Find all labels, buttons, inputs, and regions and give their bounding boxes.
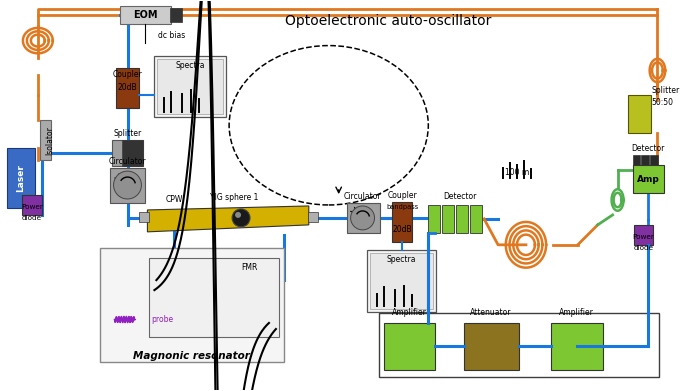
Text: dc bias: dc bias [158, 31, 186, 40]
Circle shape [232, 209, 250, 227]
Text: Splitter: Splitter [114, 129, 142, 138]
Text: Power: Power [21, 204, 43, 210]
Text: probe: probe [151, 315, 173, 324]
Bar [369, 253, 434, 308]
Bar [171, 8, 182, 22]
Bar [112, 140, 143, 166]
Bar [22, 195, 42, 215]
Text: YIG sphere 1: YIG sphere 1 [210, 194, 258, 203]
Bar [347, 203, 379, 233]
Bar [428, 205, 440, 233]
Text: 50:50: 50:50 [651, 98, 673, 107]
Bar [384, 323, 435, 370]
Bar [308, 212, 318, 222]
Bar [456, 205, 468, 233]
Bar [154, 56, 226, 117]
Text: Amplifier: Amplifier [560, 308, 594, 317]
Text: 100 m: 100 m [505, 168, 529, 177]
Text: Circulator: Circulator [344, 192, 382, 201]
Bar [121, 140, 143, 166]
Text: Amp: Amp [637, 174, 660, 183]
Bar [120, 6, 171, 24]
Circle shape [351, 206, 375, 230]
Text: bandpass: bandpass [386, 204, 419, 210]
Bar [149, 258, 279, 337]
Text: Isolator: Isolator [45, 126, 54, 155]
Circle shape [235, 212, 241, 218]
Text: Spectra: Spectra [386, 255, 416, 264]
Text: Magnonic resonator: Magnonic resonator [133, 352, 250, 361]
Bar [158, 59, 223, 114]
Bar [140, 212, 149, 222]
Bar [379, 312, 660, 377]
Text: FMR: FMR [241, 263, 257, 272]
Bar [366, 250, 436, 312]
Text: Circulator: Circulator [109, 157, 147, 166]
Bar [443, 205, 454, 233]
Bar [110, 168, 145, 203]
Bar [7, 148, 35, 208]
Text: EOM: EOM [133, 10, 158, 20]
Text: CPW: CPW [166, 196, 183, 204]
Text: Detector: Detector [443, 192, 477, 201]
Bar [632, 155, 640, 177]
Bar [116, 68, 140, 108]
Text: Coupler: Coupler [112, 70, 142, 79]
Text: 20dB: 20dB [393, 225, 412, 234]
Circle shape [114, 171, 141, 199]
Text: Optoelectronic auto-oscillator: Optoelectronic auto-oscillator [285, 14, 492, 28]
Bar [99, 248, 284, 362]
Bar [551, 323, 603, 370]
Bar [632, 165, 664, 193]
Bar [40, 120, 51, 160]
Text: 20dB: 20dB [118, 83, 137, 92]
Polygon shape [147, 206, 309, 232]
Text: Coupler: Coupler [388, 192, 417, 201]
Bar [651, 155, 658, 177]
Text: Laser: Laser [16, 164, 25, 192]
Text: Splitter: Splitter [651, 86, 680, 95]
Text: Amplifier: Amplifier [392, 308, 427, 317]
Text: diode: diode [22, 215, 42, 221]
Text: Spectra: Spectra [175, 61, 205, 70]
Bar [393, 202, 412, 242]
Text: Attenuator: Attenuator [471, 308, 512, 317]
Bar [634, 225, 653, 245]
Bar [627, 95, 651, 133]
Bar [464, 323, 519, 370]
Bar [641, 155, 649, 177]
Text: Detector: Detector [631, 143, 664, 152]
Text: diode: diode [634, 245, 653, 251]
Bar [470, 205, 482, 233]
Text: Power: Power [632, 234, 654, 240]
